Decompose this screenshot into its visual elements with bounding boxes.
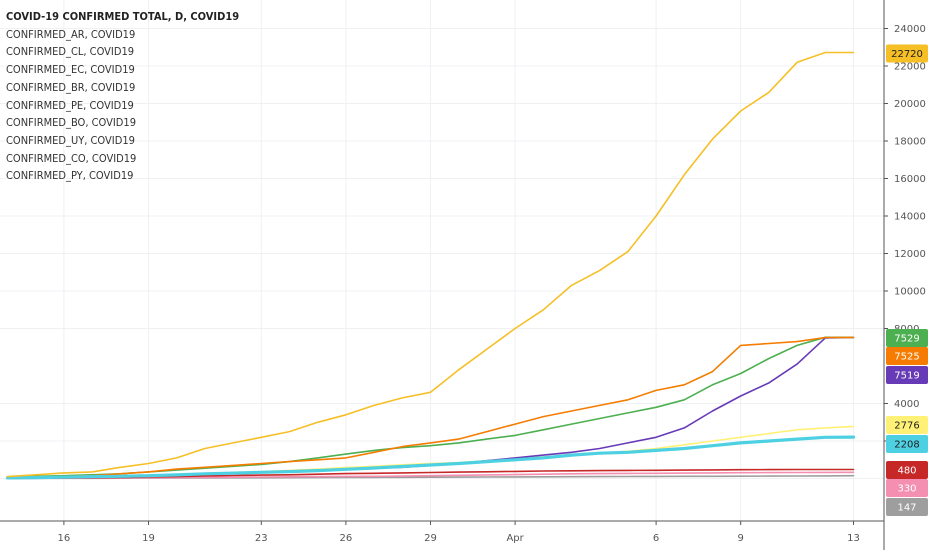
- value-badge-bg: [886, 329, 928, 347]
- value-badge: 147: [886, 498, 928, 516]
- value-badge-bg: [886, 347, 928, 365]
- value-badge-bg: [886, 416, 928, 434]
- x-tick-label: 6: [653, 533, 659, 544]
- value-badge: 2208: [886, 435, 928, 453]
- x-tick-label: 13: [847, 533, 860, 544]
- value-badge: 480: [886, 461, 928, 479]
- legend-item-bo: CONFIRMED_BO, COVID19: [6, 116, 137, 130]
- x-tick-label: Apr: [506, 533, 524, 544]
- value-badge-label: 7519: [894, 371, 919, 382]
- x-tick-label: 23: [255, 533, 268, 544]
- value-badge-bg: [886, 44, 928, 63]
- x-tick-label: 26: [340, 533, 353, 544]
- y-tick-label: 14000: [894, 212, 926, 223]
- legend-item-ec: CONFIRMED_EC, COVID19: [6, 63, 135, 77]
- legend: COVID-19 CONFIRMED TOTAL, D, COVID19 CON…: [6, 8, 239, 185]
- x-tick-label: 29: [424, 533, 437, 544]
- value-badge: 7529: [886, 329, 928, 347]
- value-badge-label: 7525: [894, 352, 919, 363]
- value-badge-label: 330: [897, 484, 916, 495]
- value-badge: 7519: [886, 366, 928, 384]
- chart-title: COVID-19 CONFIRMED TOTAL, D, COVID19: [6, 10, 240, 23]
- series-line-confirmed-ar: [5, 435, 856, 480]
- legend-item-co: CONFIRMED_CO, COVID19: [6, 151, 137, 165]
- x-tick-label: 16: [58, 533, 71, 544]
- y-tick-label: 24000: [894, 24, 926, 35]
- value-badge-bg: [886, 479, 928, 497]
- value-badge-bg: [886, 498, 928, 516]
- legend-item-pe: CONFIRMED_PE, COVID19: [6, 98, 134, 112]
- value-badge-label: 480: [897, 466, 916, 477]
- value-badge-label: 22720: [891, 49, 923, 60]
- value-badge-label: 7529: [894, 334, 919, 345]
- series-line-confirmed-pe: [6, 336, 855, 479]
- legend-item-uy: CONFIRMED_UY, COVID19: [6, 133, 135, 147]
- legend-item-br: CONFIRMED_BR, COVID19: [6, 80, 136, 94]
- x-tick-label: 19: [142, 533, 155, 544]
- value-badge-bg: [886, 435, 928, 453]
- y-tick-label: 12000: [894, 249, 926, 260]
- y-tick-label: 18000: [894, 137, 926, 148]
- legend-item-ar: CONFIRMED_AR, COVID19: [6, 27, 136, 41]
- y-tick-label: 4000: [894, 399, 919, 410]
- legend-item-py: CONFIRMED_PY, COVID19: [6, 169, 134, 183]
- legend-item-cl: CONFIRMED_CL, COVID19: [6, 45, 135, 59]
- value-badge-bg: [886, 366, 928, 384]
- series-line-confirmed-br: [6, 51, 855, 478]
- x-tick-label: 9: [738, 533, 744, 544]
- y-tick-label: 20000: [894, 99, 926, 110]
- value-badge-bg: [886, 461, 928, 479]
- value-badge: 330: [886, 479, 928, 497]
- value-badge: 7525: [886, 347, 928, 365]
- value-badge-label: 2208: [894, 440, 919, 451]
- y-tick-label: 10000: [894, 287, 926, 298]
- value-badge: 2776: [886, 416, 928, 434]
- value-badge: 22720: [886, 44, 928, 63]
- y-tick-label: 22000: [894, 62, 926, 73]
- value-badge-label: 2776: [894, 421, 919, 432]
- y-tick-label: 16000: [894, 174, 926, 185]
- value-badge-label: 147: [897, 503, 916, 514]
